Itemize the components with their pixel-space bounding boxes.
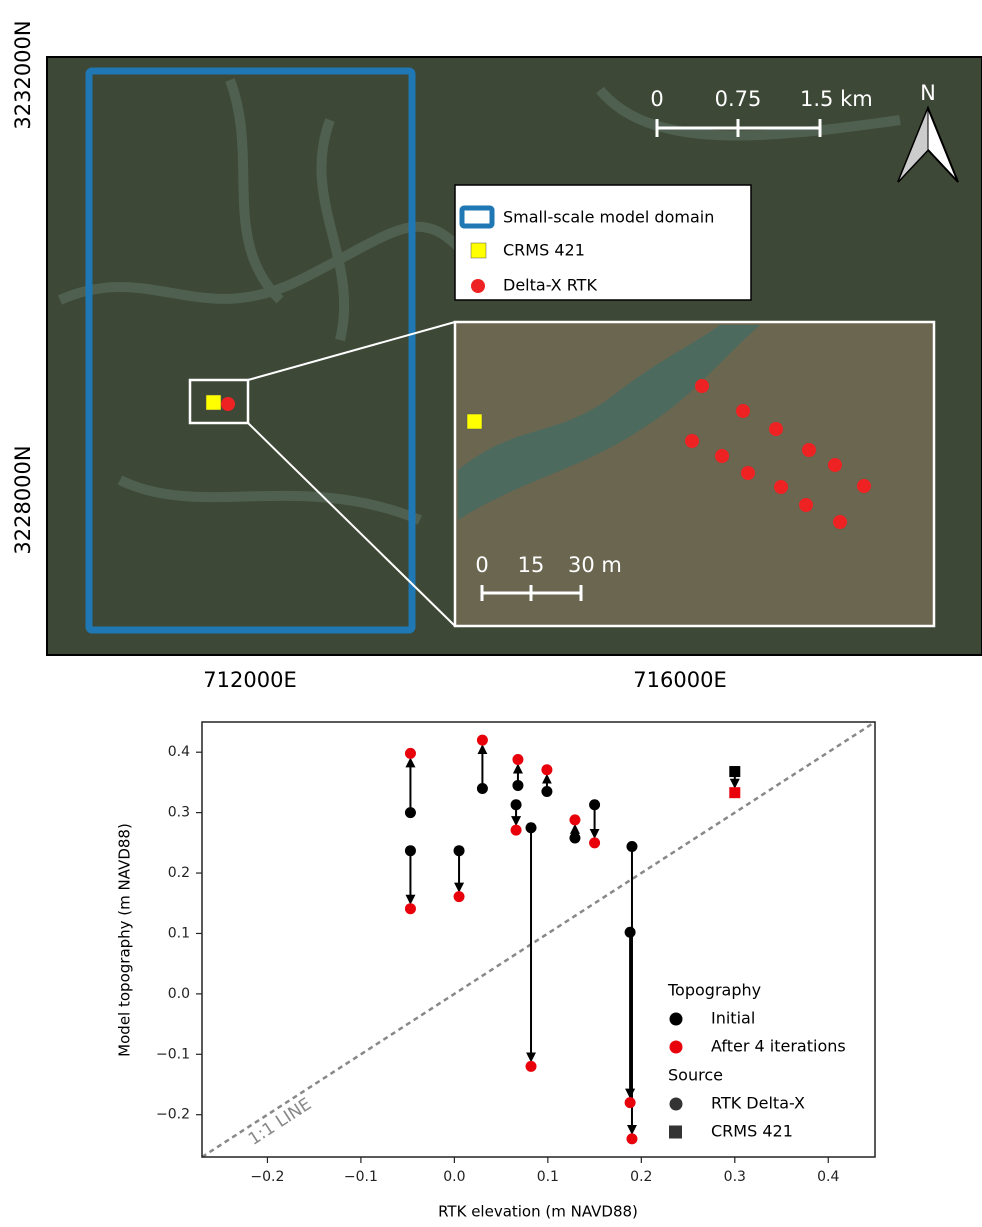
point [729,766,740,777]
x-axis-label: RTK elevation (m NAVD88) [438,1203,638,1221]
legend-label: Initial [711,1009,755,1028]
point [405,903,416,914]
x-tick-label: 0.4 [817,1169,839,1185]
point [405,845,416,856]
legend-title: Topography [667,981,761,1000]
point [625,927,636,938]
y-axis-label: Model topography (m NAVD88) [116,823,134,1057]
legend-marker [669,1126,682,1139]
point [729,787,740,798]
point [512,754,523,765]
scale-label: 0 [475,553,488,577]
point [477,783,488,794]
legend-label: CRMS 421 [503,241,585,260]
map: 0 15 30 m 0 0.75 1.5 km N Small-scale mo… [11,20,982,692]
y-tick-label: 0.4 [168,744,190,760]
y-tick-label: 0.3 [168,805,190,821]
legend-swatch [471,279,485,293]
point [569,814,580,825]
y-tick-label: 0.1 [168,925,190,941]
legend-label: After 4 iterations [711,1037,846,1056]
map-x-label: 716000E [633,668,726,692]
scale-label: 30 m [568,553,622,577]
point [405,807,416,818]
scale-label: 0.75 [715,87,762,111]
legend-marker [670,1041,683,1054]
x-tick-label: 0.1 [537,1169,559,1185]
point [512,780,523,791]
legend-label: Delta-X RTK [503,276,597,295]
scale-label: 0 [650,87,663,111]
point [477,735,488,746]
map-legend [455,185,751,300]
y-tick-label: 0.2 [168,865,190,881]
point [589,837,600,848]
scatter-chart: RTK elevation (m NAVD88) Model topograph… [116,722,876,1221]
point [626,1133,637,1144]
point [405,748,416,759]
rtk-marker [221,397,235,411]
map-y-label: 3232000N [11,20,35,129]
point [541,786,552,797]
north-label: N [920,81,936,105]
figure: 0 15 30 m 0 0.75 1.5 km N Small-scale mo… [0,0,982,1227]
legend-label: Small-scale model domain [503,208,714,227]
legend-marker [670,1013,683,1026]
legend-swatch [462,208,492,226]
point [625,1097,636,1108]
point [541,764,552,775]
y-tick-label: −0.1 [156,1046,190,1062]
map-y-label: 3228000N [11,445,35,554]
point [589,799,600,810]
legend-title: Source [668,1066,723,1085]
legend-label: CRMS 421 [711,1122,793,1141]
legend-swatch [471,243,486,258]
point [526,822,537,833]
x-tick-label: 0.2 [630,1169,652,1185]
point [526,1061,537,1072]
point [454,891,465,902]
point [454,845,465,856]
y-tick-label: −0.2 [156,1107,190,1123]
inset-crms [467,414,482,429]
legend-marker [670,1098,683,1111]
scale-label: 15 [518,553,545,577]
point [569,833,580,844]
y-tick-label: 0.0 [168,986,190,1002]
crms-marker [206,395,221,410]
map-x-label: 712000E [203,668,296,692]
x-tick-label: −0.2 [250,1169,284,1185]
point [511,825,522,836]
one-to-one-line [202,722,875,1157]
x-tick-label: 0.0 [443,1169,465,1185]
x-tick-label: 0.3 [724,1169,746,1185]
x-tick-label: −0.1 [344,1169,378,1185]
point [626,841,637,852]
point [511,799,522,810]
legend-label: RTK Delta-X [711,1094,805,1113]
scale-label: 1.5 km [800,87,873,111]
